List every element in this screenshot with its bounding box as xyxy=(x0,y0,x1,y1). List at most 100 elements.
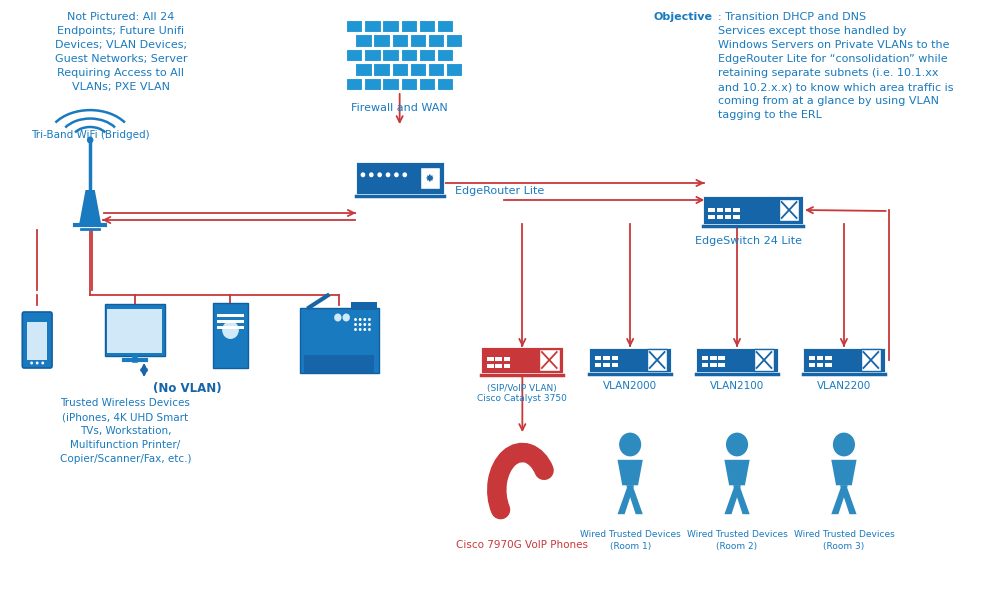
Circle shape xyxy=(393,172,398,177)
FancyBboxPatch shape xyxy=(355,162,444,194)
Polygon shape xyxy=(830,486,847,514)
Text: Cisco 7970G VoIP Phones: Cisco 7970G VoIP Phones xyxy=(456,540,588,550)
FancyBboxPatch shape xyxy=(860,349,880,371)
FancyBboxPatch shape xyxy=(304,354,374,373)
FancyBboxPatch shape xyxy=(346,78,362,90)
FancyBboxPatch shape xyxy=(391,35,407,47)
FancyBboxPatch shape xyxy=(409,35,426,47)
FancyBboxPatch shape xyxy=(382,78,398,90)
FancyBboxPatch shape xyxy=(437,78,453,90)
FancyBboxPatch shape xyxy=(808,356,814,360)
Polygon shape xyxy=(79,190,102,225)
FancyBboxPatch shape xyxy=(382,20,398,32)
FancyBboxPatch shape xyxy=(419,167,440,189)
FancyBboxPatch shape xyxy=(716,215,723,219)
FancyBboxPatch shape xyxy=(486,364,493,368)
Text: Trusted Wireless Devices
(iPhones, 4K UHD Smart
TVs, Workstation,
Multifunction : Trusted Wireless Devices (iPhones, 4K UH… xyxy=(60,398,191,464)
FancyBboxPatch shape xyxy=(718,356,725,360)
Circle shape xyxy=(360,172,365,177)
Circle shape xyxy=(358,323,361,326)
FancyBboxPatch shape xyxy=(364,78,381,90)
Polygon shape xyxy=(617,459,642,486)
FancyBboxPatch shape xyxy=(400,20,416,32)
FancyBboxPatch shape xyxy=(409,63,426,76)
Circle shape xyxy=(222,321,239,339)
Polygon shape xyxy=(617,486,633,514)
FancyBboxPatch shape xyxy=(503,357,510,361)
FancyBboxPatch shape xyxy=(733,208,740,212)
FancyBboxPatch shape xyxy=(611,363,617,367)
FancyBboxPatch shape xyxy=(611,356,617,360)
FancyBboxPatch shape xyxy=(364,20,381,32)
FancyBboxPatch shape xyxy=(816,363,822,367)
FancyBboxPatch shape xyxy=(346,20,362,32)
FancyBboxPatch shape xyxy=(427,35,444,47)
Circle shape xyxy=(334,313,341,322)
FancyBboxPatch shape xyxy=(753,349,773,371)
Text: (No VLAN): (No VLAN) xyxy=(153,382,222,395)
FancyBboxPatch shape xyxy=(803,348,883,372)
FancyBboxPatch shape xyxy=(702,196,803,224)
FancyBboxPatch shape xyxy=(695,348,777,372)
FancyBboxPatch shape xyxy=(778,199,799,221)
Text: VLAN2200: VLAN2200 xyxy=(816,381,871,391)
Text: VLAN2100: VLAN2100 xyxy=(709,381,763,391)
Text: Firewall and WAN: Firewall and WAN xyxy=(351,103,448,113)
FancyBboxPatch shape xyxy=(217,313,244,316)
FancyBboxPatch shape xyxy=(364,49,381,61)
Circle shape xyxy=(35,362,38,364)
FancyBboxPatch shape xyxy=(602,356,609,360)
FancyBboxPatch shape xyxy=(486,357,493,361)
Circle shape xyxy=(358,328,361,331)
FancyBboxPatch shape xyxy=(382,49,398,61)
Circle shape xyxy=(368,328,371,331)
Circle shape xyxy=(342,313,350,322)
Text: EdgeRouter Lite: EdgeRouter Lite xyxy=(455,186,544,196)
Circle shape xyxy=(368,323,371,326)
FancyBboxPatch shape xyxy=(355,63,371,76)
Polygon shape xyxy=(830,459,856,486)
Circle shape xyxy=(363,328,366,331)
Circle shape xyxy=(368,318,371,321)
FancyBboxPatch shape xyxy=(824,363,831,367)
FancyBboxPatch shape xyxy=(595,363,600,367)
Circle shape xyxy=(618,433,641,456)
FancyBboxPatch shape xyxy=(701,363,708,367)
FancyBboxPatch shape xyxy=(391,63,407,76)
FancyBboxPatch shape xyxy=(495,357,502,361)
Text: VLAN2000: VLAN2000 xyxy=(602,381,657,391)
Circle shape xyxy=(726,433,747,456)
FancyBboxPatch shape xyxy=(808,363,814,367)
FancyBboxPatch shape xyxy=(373,35,389,47)
FancyBboxPatch shape xyxy=(495,364,502,368)
FancyBboxPatch shape xyxy=(400,78,416,90)
FancyBboxPatch shape xyxy=(718,363,725,367)
Circle shape xyxy=(386,172,390,177)
FancyBboxPatch shape xyxy=(350,302,377,310)
Circle shape xyxy=(369,172,374,177)
Polygon shape xyxy=(625,486,642,514)
FancyBboxPatch shape xyxy=(709,363,716,367)
Circle shape xyxy=(354,318,357,321)
FancyBboxPatch shape xyxy=(708,215,714,219)
FancyBboxPatch shape xyxy=(346,49,362,61)
FancyBboxPatch shape xyxy=(725,208,731,212)
FancyBboxPatch shape xyxy=(589,348,670,372)
FancyBboxPatch shape xyxy=(355,35,371,47)
FancyBboxPatch shape xyxy=(217,319,244,322)
Text: Tri-Band WiFi (Bridged): Tri-Band WiFi (Bridged) xyxy=(31,130,149,140)
FancyBboxPatch shape xyxy=(708,208,714,212)
Polygon shape xyxy=(724,459,749,486)
Text: EdgeSwitch 24 Lite: EdgeSwitch 24 Lite xyxy=(694,236,801,246)
Circle shape xyxy=(354,323,357,326)
Text: Objective: Objective xyxy=(653,12,712,22)
Circle shape xyxy=(31,362,33,364)
FancyBboxPatch shape xyxy=(437,49,453,61)
FancyBboxPatch shape xyxy=(418,20,435,32)
FancyBboxPatch shape xyxy=(733,215,740,219)
FancyBboxPatch shape xyxy=(373,63,389,76)
FancyBboxPatch shape xyxy=(107,309,162,353)
FancyBboxPatch shape xyxy=(725,215,731,219)
FancyBboxPatch shape xyxy=(400,49,416,61)
FancyBboxPatch shape xyxy=(824,356,831,360)
